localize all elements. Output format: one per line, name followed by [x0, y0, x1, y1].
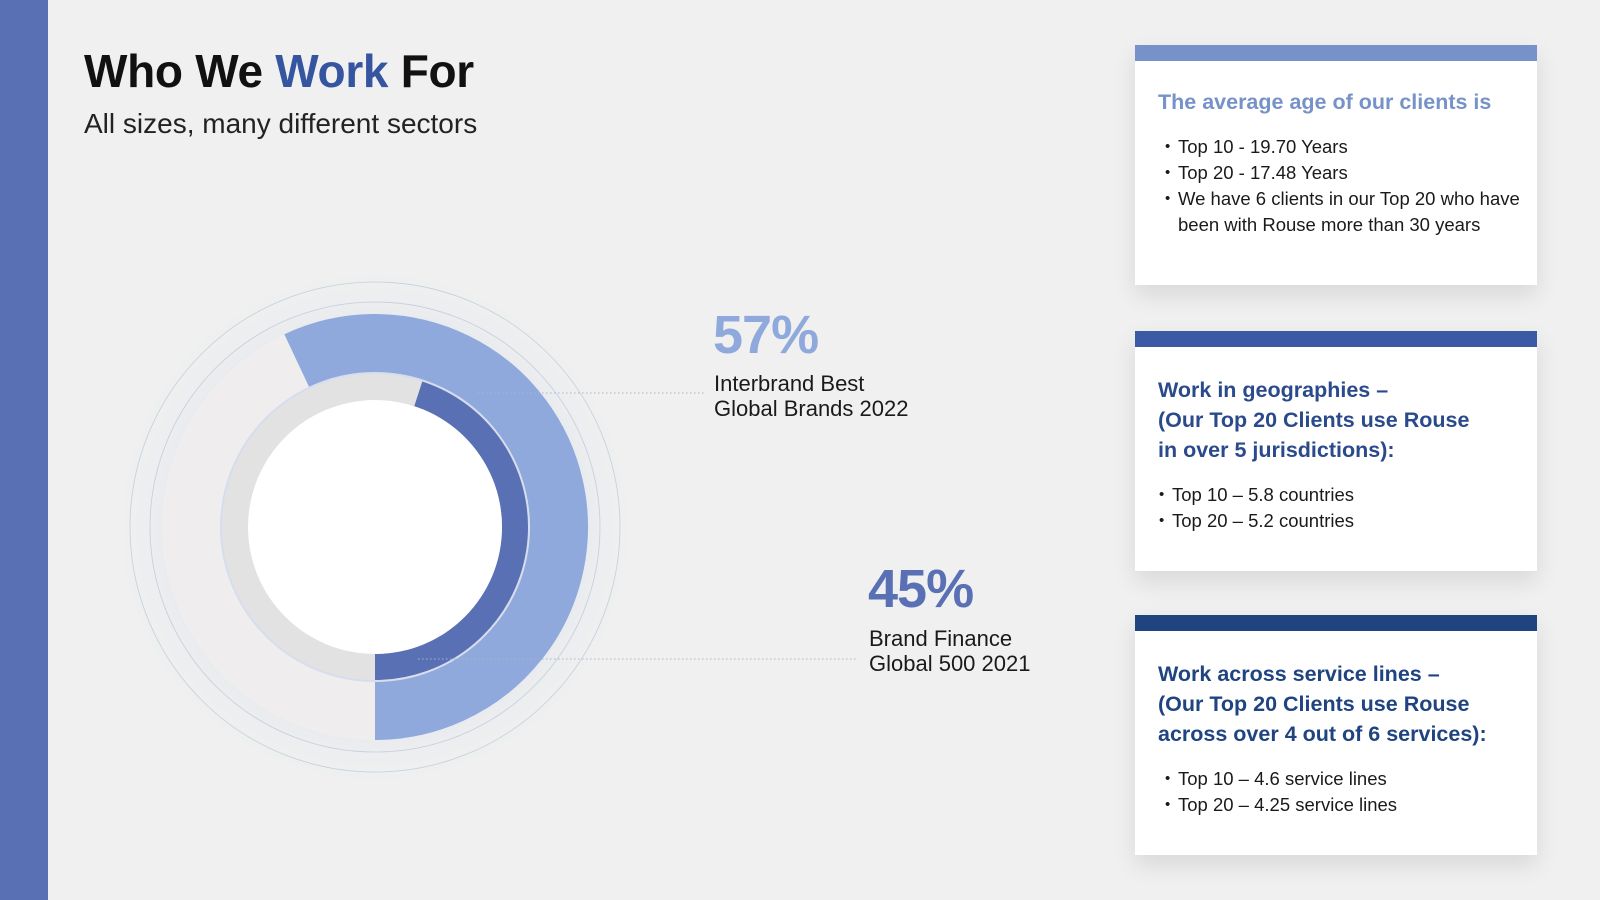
card-list: Top 10 - 19.70 Years Top 20 - 17.48 Year…: [1164, 134, 1527, 238]
card-heading-line: (Our Top 20 Clients use Rouse: [1158, 408, 1470, 432]
stat-value-brand-finance: 45%: [868, 559, 974, 619]
donut-center: [248, 400, 502, 654]
card-heading: Work in geographies – (Our Top 20 Client…: [1158, 375, 1527, 465]
card-heading-line: across over 4 out of 6 services):: [1158, 722, 1487, 746]
title-part2: For: [388, 45, 475, 97]
arc-brand-finance: [374, 381, 528, 680]
card-accent-bar: [1135, 331, 1537, 347]
stat-label-line: Global Brands 2022: [714, 396, 909, 421]
card-heading: Work across service lines – (Our Top 20 …: [1158, 659, 1527, 749]
arc-interbrand: [284, 314, 588, 740]
chart-guide-ring: [149, 301, 601, 753]
title-highlight: Work: [275, 45, 389, 97]
list-item: Top 20 - 17.48 Years: [1164, 160, 1527, 186]
page-title: Who We Work For: [84, 44, 474, 98]
stat-label-interbrand: Interbrand Best Global Brands 2022: [714, 371, 908, 421]
sidebar-accent-bar: [0, 0, 48, 900]
list-item: Top 20 – 5.2 countries: [1158, 508, 1527, 534]
card-heading-line: in over 5 jurisdictions):: [1158, 438, 1395, 462]
card-accent-bar: [1135, 45, 1537, 61]
card-list: Top 10 – 4.6 service lines Top 20 – 4.25…: [1164, 766, 1527, 818]
stat-label-line: Interbrand Best: [714, 371, 865, 396]
card-heading-line: The average age of our clients is: [1158, 90, 1492, 114]
title-part1: Who We: [84, 45, 276, 97]
stat-label-line: Brand Finance: [869, 626, 1013, 651]
card-heading: The average age of our clients is: [1158, 87, 1527, 117]
card-list: Top 10 – 5.8 countries Top 20 – 5.2 coun…: [1158, 482, 1527, 534]
stat-label-line: Global 500 2021: [869, 651, 1031, 676]
card-client-age: The average age of our clients is Top 10…: [1135, 45, 1537, 285]
chart-guide-ring: [129, 281, 621, 773]
page-subtitle: All sizes, many different sectors: [84, 108, 478, 139]
card-heading-line: Work in geographies –: [1158, 378, 1389, 402]
list-item: We have 6 clients in our Top 20 who have…: [1164, 186, 1527, 238]
card-heading-line: (Our Top 20 Clients use Rouse: [1158, 692, 1470, 716]
card-geographies: Work in geographies – (Our Top 20 Client…: [1135, 331, 1537, 571]
list-item: Top 20 – 4.25 service lines: [1164, 792, 1527, 818]
list-item: Top 10 – 5.8 countries: [1158, 482, 1527, 508]
stat-label-brand-finance: Brand Finance Global 500 2021: [869, 626, 1030, 676]
card-heading-line: Work across service lines –: [1158, 662, 1440, 686]
card-accent-bar: [1135, 615, 1537, 631]
stat-value-interbrand: 57%: [713, 305, 819, 365]
list-item: Top 10 - 19.70 Years: [1164, 134, 1527, 160]
list-item: Top 10 – 4.6 service lines: [1164, 766, 1527, 792]
card-service-lines: Work across service lines – (Our Top 20 …: [1135, 615, 1537, 855]
